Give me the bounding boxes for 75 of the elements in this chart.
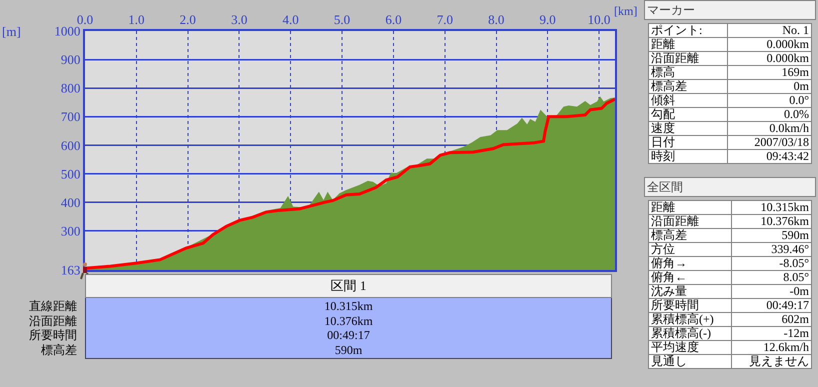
text: -0m bbox=[732, 284, 812, 298]
text: No. 1 bbox=[728, 23, 812, 38]
text: 10.315km bbox=[323, 299, 374, 313]
text: 全区間 bbox=[644, 177, 816, 197]
text: 沿面距離 bbox=[648, 51, 728, 66]
y-tick-label: 500 bbox=[60, 166, 80, 182]
text: 見えません bbox=[732, 354, 812, 368]
x-tick-label: 1.0 bbox=[128, 12, 145, 27]
text: 0.0km/h bbox=[728, 121, 812, 136]
y-axis-title: [m] bbox=[2, 24, 21, 39]
x-tick-label: 6.0 bbox=[385, 12, 402, 27]
text: 沈み量 bbox=[648, 284, 732, 298]
text: 0.000km bbox=[728, 51, 812, 66]
y-tick-label: 400 bbox=[60, 194, 80, 210]
text: 日付 bbox=[648, 135, 728, 150]
text: 590m bbox=[732, 228, 812, 242]
x-tick-label: 2.0 bbox=[180, 12, 196, 27]
text: 所要時間 bbox=[29, 328, 77, 342]
y-tick-label: 163 bbox=[60, 262, 80, 278]
text: 累積標高(+) bbox=[648, 312, 732, 326]
text: 00:49:17 bbox=[732, 298, 812, 312]
text: 平均速度 bbox=[648, 340, 732, 354]
text: 方位 bbox=[648, 242, 732, 256]
text: 傾斜 bbox=[648, 93, 728, 108]
text: 0.0° bbox=[728, 93, 812, 108]
text: 0m bbox=[728, 79, 812, 94]
text: -8.05° bbox=[732, 256, 812, 270]
text: マーカー bbox=[644, 0, 816, 20]
y-tick-label: 900 bbox=[60, 52, 80, 68]
y-tick-label: 800 bbox=[60, 80, 80, 96]
text: 339.46° bbox=[732, 242, 812, 256]
text: 沿面距離 bbox=[29, 314, 77, 328]
text: ポイント: bbox=[648, 23, 728, 38]
text: 00:49:17 bbox=[326, 328, 371, 342]
x-tick-label: 10.0 bbox=[588, 12, 610, 27]
x-tick-label: 9.0 bbox=[540, 12, 556, 27]
text: 602m bbox=[732, 312, 812, 326]
text: -12m bbox=[732, 326, 812, 340]
text: 標高差 bbox=[41, 342, 77, 356]
text: 俯角→ bbox=[648, 256, 732, 270]
text: 10.376km bbox=[323, 314, 374, 328]
text: 8.05° bbox=[732, 270, 812, 284]
text: 時刻 bbox=[648, 149, 728, 164]
text: 590m bbox=[334, 342, 364, 356]
text: 区間 1 bbox=[85, 274, 612, 298]
text: 10.376km bbox=[732, 214, 812, 228]
text: 169m bbox=[728, 65, 812, 80]
text: 標高差 bbox=[648, 228, 732, 242]
y-tick-label: 300 bbox=[60, 223, 80, 238]
text: 距離 bbox=[648, 200, 732, 214]
text: 10.315km bbox=[732, 200, 812, 214]
x-tick-label: 5.0 bbox=[334, 12, 350, 27]
text: 俯角← bbox=[648, 270, 732, 284]
x-tick-label: 8.0 bbox=[488, 12, 504, 27]
text: 沿面距離 bbox=[648, 214, 732, 228]
x-tick-label: 4.0 bbox=[282, 12, 299, 27]
text: 09:43:42 bbox=[728, 149, 812, 164]
text: 累積標高(-) bbox=[648, 326, 732, 340]
text: 見通し bbox=[648, 354, 732, 368]
x-axis-title: [km] bbox=[614, 4, 638, 18]
text: 0.0% bbox=[728, 107, 812, 122]
text: 勾配 bbox=[648, 107, 728, 122]
text: 直線距離 bbox=[29, 299, 77, 313]
text: 速度 bbox=[648, 121, 728, 136]
text: 0.000km bbox=[728, 37, 812, 52]
text: 所要時間 bbox=[648, 298, 732, 312]
text: 2007/03/18 bbox=[728, 135, 812, 150]
y-tick-label: 700 bbox=[60, 109, 80, 124]
text: 12.6km/h bbox=[732, 340, 812, 354]
x-tick-label: 3.0 bbox=[231, 12, 248, 27]
y-tick-label: 600 bbox=[60, 138, 80, 153]
x-tick-label: 7.0 bbox=[436, 12, 453, 27]
text: 標高差 bbox=[648, 79, 728, 94]
text: 標高 bbox=[648, 65, 728, 80]
text: 距離 bbox=[648, 37, 728, 52]
